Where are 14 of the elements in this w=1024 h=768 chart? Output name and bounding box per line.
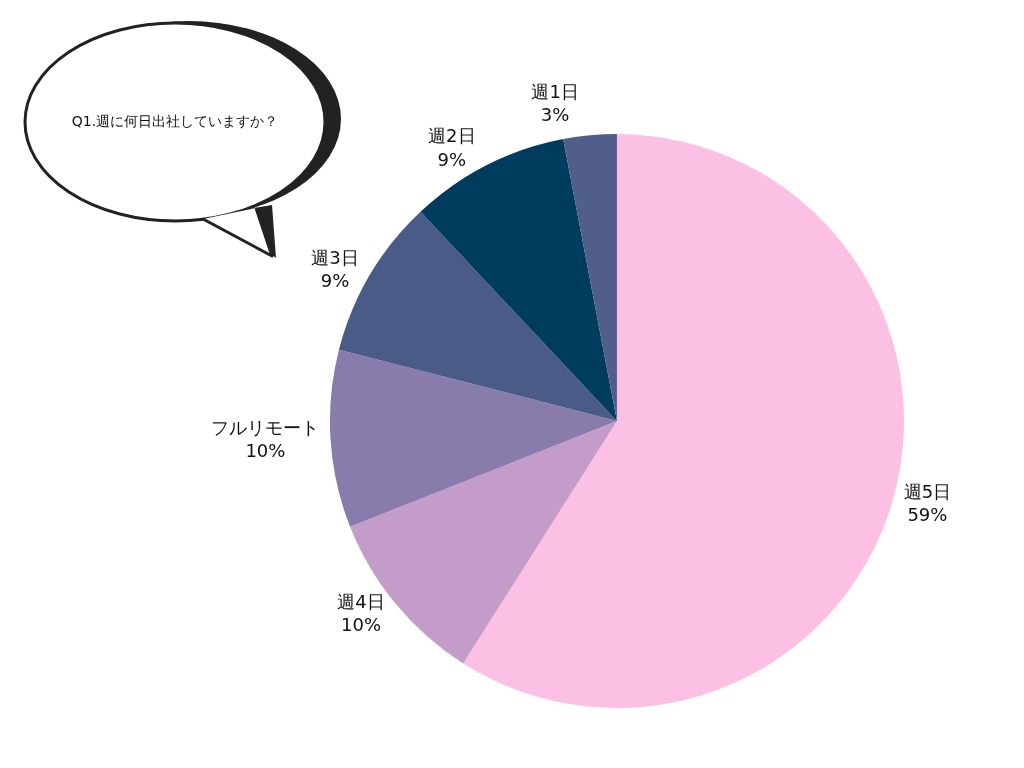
data-label: 3% — [540, 104, 570, 126]
slice-label: 週4日 — [337, 590, 385, 612]
data-label: 59% — [907, 504, 948, 526]
pie-slice — [329, 349, 617, 527]
slice-label: 週5日 — [903, 480, 952, 502]
slice-label: 週3日 — [311, 246, 359, 268]
data-label: 9% — [437, 148, 467, 170]
data-label: 10% — [245, 440, 286, 462]
data-label: 9% — [320, 270, 350, 292]
slice-label: 週2日 — [428, 125, 476, 147]
slice-label: フルリモート — [211, 416, 320, 438]
text: Q1.週に何日出社していますか？ — [71, 113, 279, 130]
slice-label: 週1日 — [531, 81, 579, 103]
data-label: 10% — [340, 614, 381, 636]
